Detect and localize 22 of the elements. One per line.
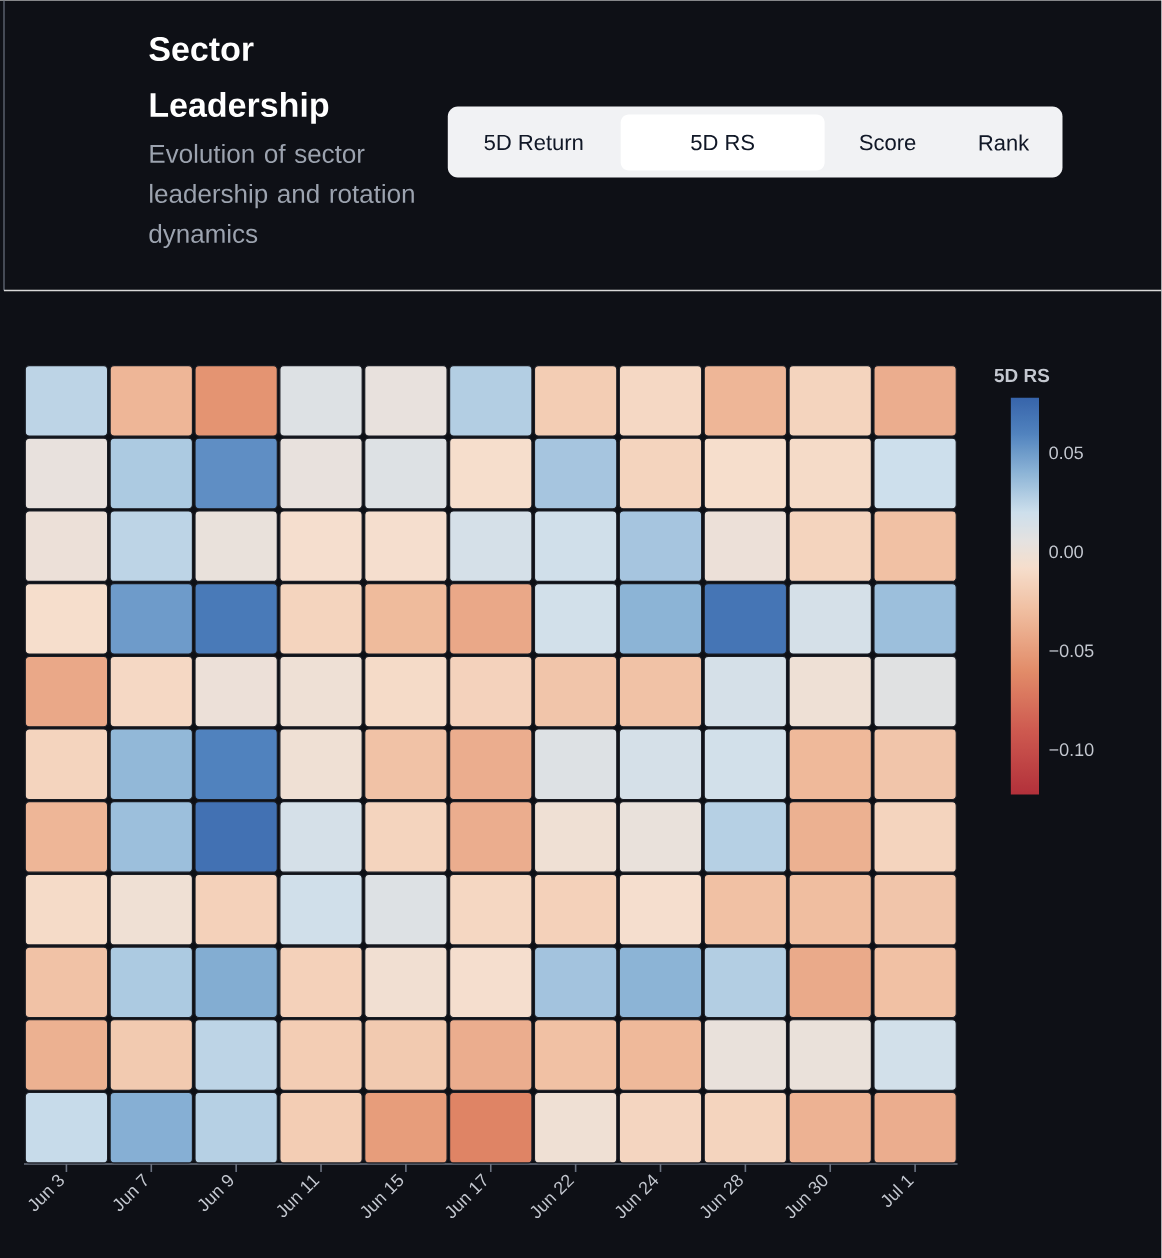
x-tick-label: Jun 30 — [785, 1174, 828, 1219]
color-bar-label: −0.05 — [1049, 644, 1094, 658]
x-tick-label: Jun 11 — [276, 1175, 320, 1218]
x-tick-label: Jun 24 — [615, 1174, 659, 1219]
x-tick-label: Jun 28 — [700, 1174, 743, 1219]
color-bar-title: 5D RS — [994, 368, 1049, 383]
x-tick-label: Jul 1 — [881, 1175, 914, 1207]
text: Score — [859, 134, 916, 151]
color-bar-label: −0.10 — [1049, 743, 1094, 757]
x-tick-label: Jun 15 — [360, 1173, 404, 1219]
x-tick-label: Jun 9 — [198, 1174, 233, 1212]
x-tick-label: Jun 3 — [28, 1174, 64, 1212]
color-bar-label: 0.00 — [1049, 545, 1083, 559]
x-tick-label: Jun 7 — [113, 1173, 147, 1211]
text: Rank — [979, 134, 1030, 151]
text: 5D RS — [691, 134, 754, 151]
chart-title: Sector Leadership — [149, 36, 329, 124]
chart-subtitle: Evolution of sector leadership and rotation dynamics — [149, 143, 414, 249]
x-tick-label: Jun 17 — [445, 1173, 487, 1219]
x-tick-label: Jun 22 — [530, 1174, 575, 1219]
color-bar-label: 0.05 — [1049, 446, 1083, 460]
text: 5D Return — [484, 134, 583, 151]
